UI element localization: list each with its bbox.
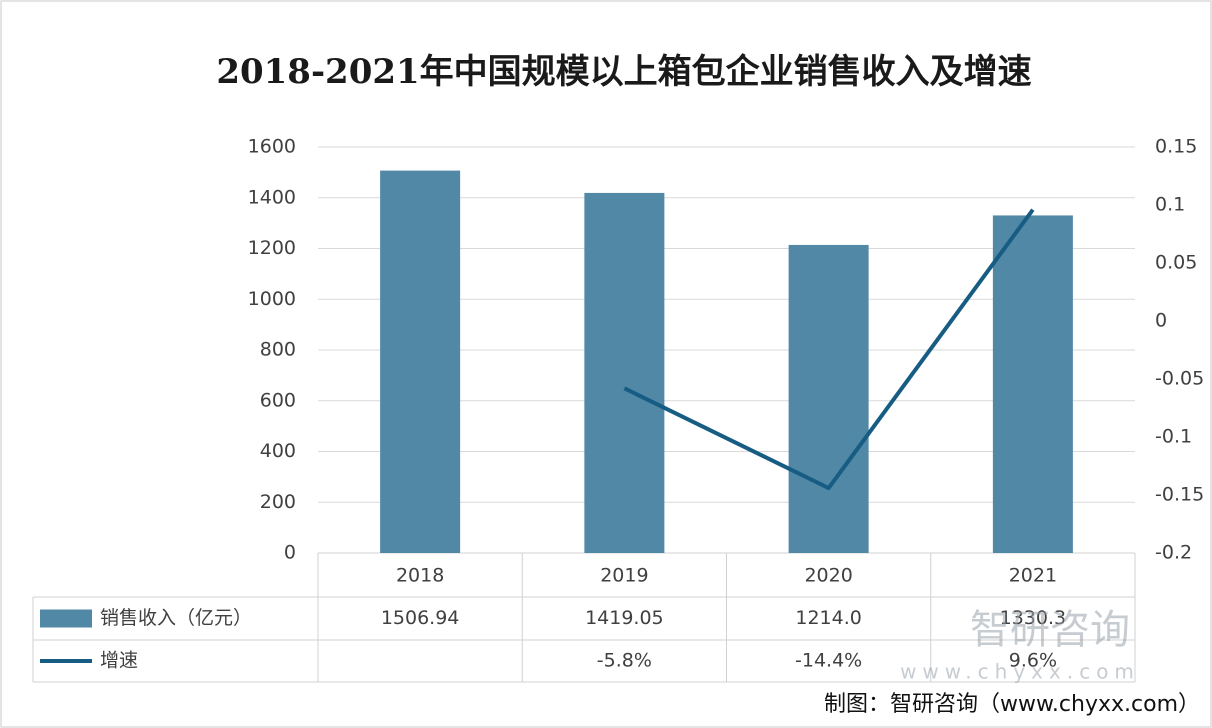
y2-tick-label: -0.15 [1155,484,1204,506]
y2-tick-label: 0.1 [1155,194,1185,216]
y2-tick-label: -0.1 [1155,426,1192,448]
watermark: 智研咨询 [970,607,1130,653]
y-tick-label: 1600 [248,136,296,158]
table-value: 1419.05 [585,607,664,629]
y-tick-label: 600 [260,389,296,411]
bar [788,244,869,553]
y2-tick-label: -0.2 [1155,542,1192,564]
bar [380,170,461,554]
table-value: 1214.0 [795,607,861,629]
legend-label: 销售收入（亿元） [100,607,252,629]
x-tick-label: 2021 [1009,565,1057,587]
x-tick-label: 2019 [600,565,648,587]
table-value: -14.4% [795,650,862,672]
y-tick-label: 1400 [248,186,296,208]
legend-label: 增速 [100,650,138,672]
table-value: 9.6% [1009,650,1057,672]
bar [992,215,1073,553]
y-tick-label: 800 [260,339,296,361]
x-tick-label: 2018 [396,565,444,587]
table-value: 1506.94 [381,607,460,629]
y2-tick-label: -0.05 [1155,368,1204,390]
line [623,208,1035,491]
y-tick-label: 200 [260,491,296,513]
y2-tick-label: 0 [1155,310,1167,332]
y2-tick-label: 0.15 [1155,136,1197,158]
table-value: -5.8% [597,650,652,672]
chart-title: 2018-2021年中国规模以上箱包企业销售收入及增速 [216,52,1031,92]
y-tick-label: 0 [284,542,296,564]
y-tick-label: 400 [260,440,296,462]
watermark-url: www.chyxx.com [900,660,1140,684]
bar [584,192,665,553]
legend-swatch [40,609,92,628]
source: 制图：智研咨询（www.chyxx.com） [824,692,1200,717]
x-tick-label: 2020 [804,565,852,587]
y-tick-label: 1200 [248,237,296,259]
y-tick-label: 1000 [248,288,296,310]
table-value: 1330.3 [1000,607,1066,629]
y2-tick-label: 0.05 [1155,252,1197,274]
